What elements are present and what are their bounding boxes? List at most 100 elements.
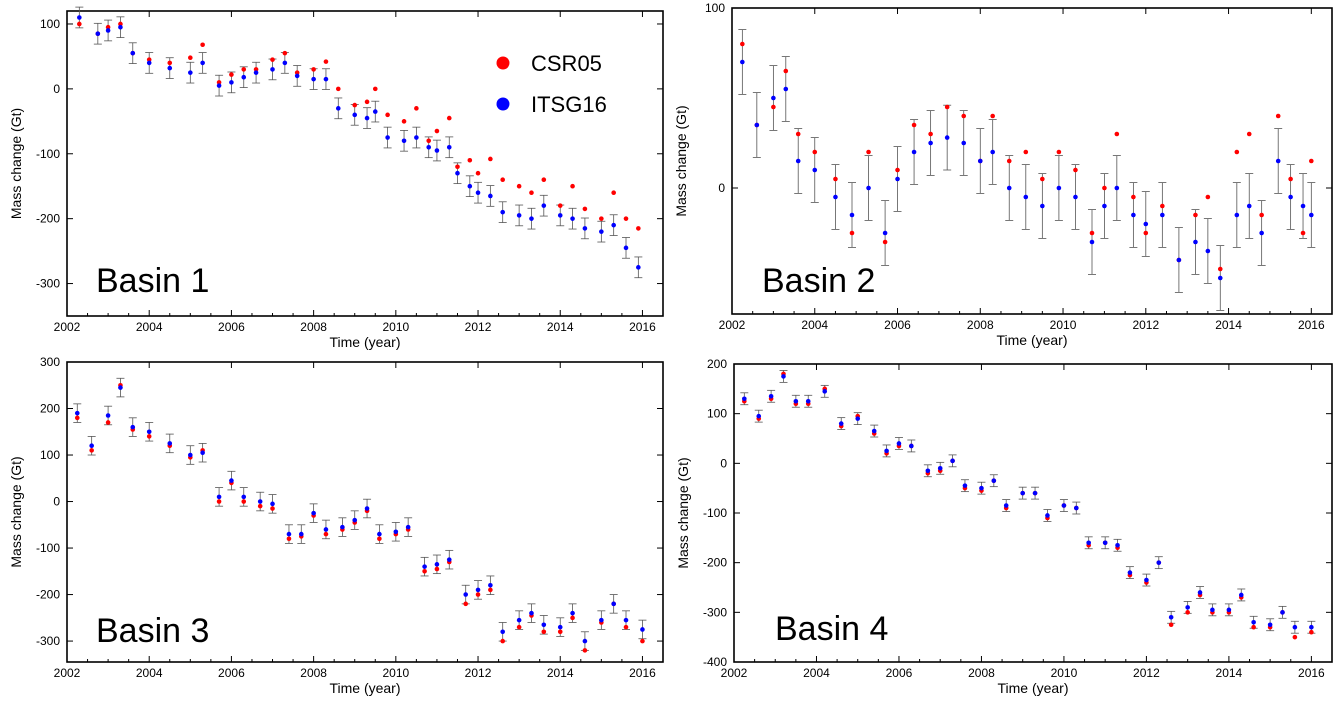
itsg16-point [200, 450, 205, 455]
csr05-point [516, 624, 522, 630]
csr05-point [335, 86, 341, 92]
x-tick-label: 2012 [465, 320, 492, 334]
itsg16-point [896, 441, 902, 446]
y-tick-label: -100 [703, 506, 727, 520]
itsg16-point [1246, 203, 1252, 209]
itsg16-point [557, 624, 563, 630]
csr05-point [1259, 212, 1264, 218]
itsg16-point [599, 229, 604, 234]
y-axis-title: Mass change (Gt) [8, 108, 24, 219]
itsg16-point [771, 95, 776, 101]
itsg16-point [1300, 203, 1306, 209]
y-tick-label: -100 [36, 541, 60, 555]
csr05-point [623, 216, 629, 221]
csr05-point [623, 624, 629, 630]
csr05-point [529, 190, 534, 196]
itsg16-point [611, 601, 616, 607]
csr05-point [1102, 185, 1107, 191]
legend: CSR05 ITSG16 [496, 51, 607, 117]
itsg16-point [822, 389, 828, 394]
y-tick-label: -200 [36, 588, 60, 602]
csr05-point [911, 122, 917, 128]
itsg16-point [623, 617, 629, 623]
csr05-point [257, 503, 263, 509]
x-tick-label: 2014 [1215, 318, 1242, 332]
itsg16-point [105, 28, 111, 33]
panel-label: Basin 1 [96, 262, 209, 300]
csr05-point [1205, 194, 1211, 200]
panel-2: 2002 2004 2006 2008 2010 2012 2014 2016 0 100 Time… [673, 1, 1333, 348]
csr05-point [1073, 167, 1078, 173]
x-tick-label: 2010 [382, 666, 409, 680]
csr05-point [1023, 149, 1029, 155]
itsg16-point [849, 212, 855, 218]
x-axis-title: Time (year) [329, 680, 400, 696]
itsg16-point [882, 230, 888, 236]
itsg16-point [229, 478, 234, 483]
csr05-point [1300, 230, 1306, 236]
itsg16-point [146, 60, 152, 66]
itsg16-point [516, 617, 522, 623]
x-tick-label: 2014 [547, 666, 574, 680]
itsg16-point [1176, 257, 1182, 263]
csr05-point [1089, 230, 1095, 236]
itsg16-point [884, 448, 889, 454]
itsg16-point [895, 176, 900, 182]
csr05-point [866, 149, 871, 155]
itsg16-point [446, 557, 452, 562]
itsg16-point [1102, 203, 1107, 209]
itsg16-point [377, 531, 382, 537]
itsg16-point [352, 112, 358, 118]
itsg16-point [200, 60, 205, 66]
itsg16-point [393, 529, 399, 535]
csr05-point [118, 21, 123, 27]
itsg16-point [1074, 505, 1079, 511]
csr05-point [385, 112, 390, 118]
itsg16-point [928, 140, 933, 146]
itsg16-point [742, 396, 747, 402]
x-tick-label: 2004 [801, 318, 828, 332]
csr05-point [77, 21, 82, 27]
itsg16-point [1309, 624, 1314, 630]
x-tick-label: 2008 [968, 666, 995, 680]
y-tick-label: -300 [36, 277, 60, 291]
csr05-point [1217, 266, 1223, 272]
csr05-point [1040, 176, 1045, 182]
itsg16-point [130, 424, 136, 430]
y-axis-title: Mass change (Gt) [675, 457, 691, 568]
csr05-point [812, 149, 818, 155]
x-tick-label: 2012 [1133, 666, 1160, 680]
x-tick-label: 2004 [803, 666, 830, 680]
csr05-point [783, 68, 789, 74]
csr05-point [500, 638, 505, 644]
itsg16-point [352, 517, 358, 523]
itsg16-point [990, 149, 995, 155]
itsg16-point [1217, 275, 1223, 281]
csr05-point [446, 115, 452, 121]
itsg16-point [294, 73, 300, 79]
panel-1: 2002 2004 2006 2008 2010 2012 2014 2016 -300 -200… [8, 6, 664, 350]
itsg16-point [977, 158, 983, 164]
csr05-point [229, 72, 234, 77]
itsg16-point [611, 222, 616, 228]
itsg16-point [1288, 194, 1293, 200]
itsg16-point [961, 140, 967, 146]
itsg16-point [188, 70, 193, 75]
itsg16-point [1292, 624, 1298, 630]
itsg16-point [866, 185, 871, 191]
csr05-point [849, 230, 855, 236]
csr05-point [74, 415, 80, 421]
itsg16-point [298, 531, 304, 537]
csr05-point [488, 156, 493, 162]
csr05-point [1168, 622, 1174, 628]
itsg16-point [1185, 605, 1190, 610]
csr05-point [270, 506, 275, 511]
csr05-point [990, 113, 995, 119]
itsg16-point [1210, 607, 1215, 613]
itsg16-point [793, 398, 799, 404]
itsg16-point [795, 158, 801, 164]
csr05-point [253, 67, 259, 72]
x-axis-title: Time (year) [329, 334, 400, 350]
x-tick-label: 2010 [382, 320, 409, 334]
